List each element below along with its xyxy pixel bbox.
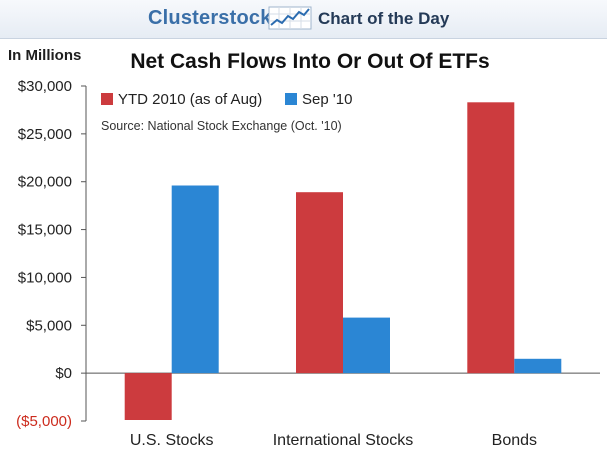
- legend-swatch-ytd: [101, 93, 113, 105]
- y-axis-ticks: $30,000 $25,000 $20,000 $15,000 $10,000 $5,00…: [16, 78, 86, 430]
- legend-label-sep: Sep '10: [302, 91, 352, 108]
- x-category-label: U.S. Stocks: [130, 432, 214, 449]
- unit-label: In Millions: [8, 47, 81, 64]
- y-tick-label: $5,000: [26, 317, 72, 334]
- x-axis-labels: U.S. Stocks International Stocks Bonds: [130, 432, 537, 449]
- y-tick-label: $30,000: [18, 78, 72, 95]
- chart-of-the-day-label: Chart of the Day: [318, 9, 450, 28]
- bar-ytd-bonds: [467, 102, 515, 374]
- header-banner: Clusterstock Chart of the Day: [0, 0, 607, 39]
- x-category-label: International Stocks: [273, 432, 414, 449]
- source-note: Source: National Stock Exchange (Oct. '1…: [101, 119, 342, 133]
- x-category-label: Bonds: [492, 432, 537, 449]
- y-tick-label: ($5,000): [16, 413, 72, 430]
- bar-ytd-international-stocks: [296, 192, 343, 374]
- legend-swatch-sep: [285, 93, 297, 105]
- brand-name: Clusterstock: [148, 7, 272, 29]
- y-tick-label: $25,000: [18, 126, 72, 143]
- rising-line-chart-icon: [268, 6, 312, 30]
- chart-title: Net Cash Flows Into Or Out Of ETFs: [130, 50, 489, 73]
- bar-chart: In Millions Net Cash Flows Into Or Out O…: [8, 47, 600, 449]
- bars: [124, 102, 562, 420]
- bar-ytd-u-s-stocks: [124, 373, 172, 420]
- legend-label-ytd: YTD 2010 (as of Aug): [118, 91, 262, 108]
- legend: YTD 2010 (as of Aug) Sep '10: [101, 91, 352, 108]
- y-tick-label: $0: [55, 365, 72, 382]
- bar-sep-international-stocks: [343, 317, 390, 374]
- y-tick-label: $15,000: [18, 222, 72, 239]
- bar-sep-bonds: [514, 358, 562, 374]
- bar-sep-u-s-stocks: [171, 185, 219, 374]
- y-tick-label: $10,000: [18, 269, 72, 286]
- y-tick-label: $20,000: [18, 174, 72, 191]
